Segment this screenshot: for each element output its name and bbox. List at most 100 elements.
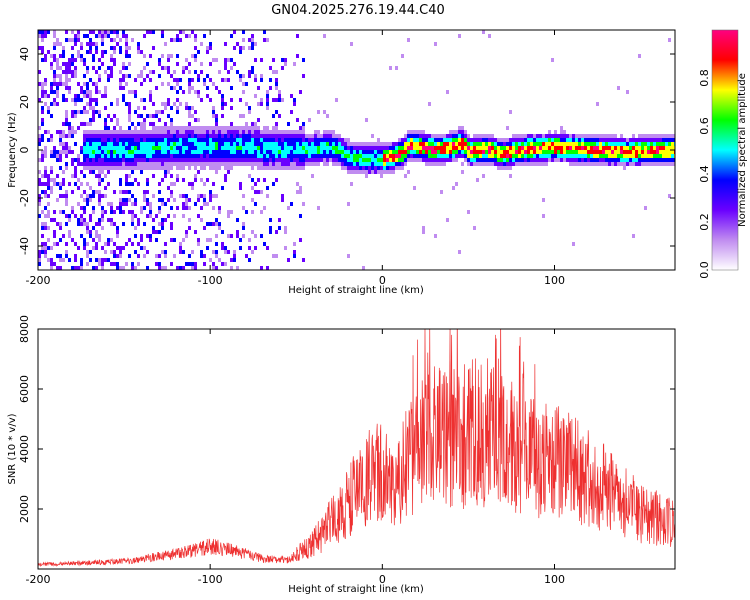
spectrogram-cell	[149, 78, 152, 82]
spectrogram-cell	[326, 134, 329, 138]
spectrogram-cell	[251, 126, 254, 130]
spectrogram-cell	[170, 262, 173, 266]
spectrogram-cell	[380, 150, 383, 154]
spectrogram-cell	[191, 78, 194, 82]
spectrogram-cell	[248, 154, 251, 158]
spectrogram-cell	[605, 142, 608, 146]
spectrogram-cell	[62, 94, 65, 98]
spectrogram-cell	[155, 262, 158, 266]
spectrogram-cell	[458, 126, 461, 130]
spectrogram-cell	[209, 138, 212, 142]
spectrogram-cell	[569, 146, 572, 150]
spectrogram-cell	[107, 126, 110, 130]
spectrogram-cell	[398, 150, 401, 154]
spectrogram-cell	[491, 134, 494, 138]
spectrogram-cell	[44, 246, 47, 250]
spectrogram-cell	[557, 154, 560, 158]
spectrogram-cell	[134, 202, 137, 206]
spectrogram-cell	[245, 142, 248, 146]
spectrogram-cell	[383, 146, 386, 150]
spectrogram-cell	[95, 142, 98, 146]
spectrogram-cell	[164, 134, 167, 138]
spectrogram-cell	[188, 206, 191, 210]
spectrogram-cell	[86, 262, 89, 266]
spectrogram-cell	[131, 202, 134, 206]
spectrogram-cell	[89, 94, 92, 98]
spectrogram-cell	[227, 134, 230, 138]
spectrogram-cell	[266, 142, 269, 146]
spectrogram-cell	[476, 142, 479, 146]
spectrogram-cell	[137, 146, 140, 150]
spectrogram-cell	[224, 162, 227, 166]
spectrogram-cell	[212, 162, 215, 166]
spectrogram-cell	[95, 98, 98, 102]
spectrogram-cell	[491, 146, 494, 150]
spectrogram-cell	[383, 150, 386, 154]
spectrogram-cell	[671, 158, 674, 162]
spectrogram-cell	[164, 266, 167, 270]
spectrogram-cell	[101, 54, 104, 58]
spectrogram-cell	[122, 158, 125, 162]
spectrogram-cell	[302, 158, 305, 162]
spectrogram-cell	[422, 138, 425, 142]
spectrogram-cell	[668, 162, 671, 166]
spectrogram-cell	[152, 150, 155, 154]
spectrogram-cell	[419, 142, 422, 146]
spectrogram-cell	[281, 134, 284, 138]
spectrogram-cell	[218, 134, 221, 138]
spectrogram-cell	[635, 142, 638, 146]
spectrogram-cell	[389, 66, 392, 70]
spectrogram-cell	[590, 154, 593, 158]
spectrogram-cell	[155, 214, 158, 218]
spectrogram-cell	[395, 158, 398, 162]
spectrogram-cell	[170, 138, 173, 142]
spectrogram-cell	[413, 154, 416, 158]
spectrogram-cell	[563, 150, 566, 154]
spectrogram-cell	[428, 146, 431, 150]
spectrogram-cell	[578, 158, 581, 162]
spectrogram-cell	[83, 242, 86, 246]
spectrogram-cell	[131, 130, 134, 134]
spectrogram-cell	[254, 58, 257, 62]
spectrogram-cell	[347, 170, 350, 174]
spectrogram-cell	[365, 150, 368, 154]
spectrogram-cell	[422, 226, 425, 230]
spectrogram-cell	[611, 154, 614, 158]
spectrogram-cell	[239, 182, 242, 186]
spectrogram-cell	[404, 138, 407, 142]
spectrogram-cell	[614, 162, 617, 166]
spectrogram-cell	[140, 134, 143, 138]
spectrogram-cell	[80, 86, 83, 90]
spectrogram-cell	[290, 130, 293, 134]
spectrogram-cell	[251, 34, 254, 38]
spectrogram-cell	[494, 154, 497, 158]
spectrogram-cell	[257, 134, 260, 138]
spectrogram-cell	[65, 150, 68, 154]
spectrogram-cell	[665, 158, 668, 162]
spectrogram-cell	[116, 98, 119, 102]
spectrogram-cell	[86, 110, 89, 114]
spectrogram-cell	[632, 162, 635, 166]
snr-x-tick-label: -100	[198, 573, 223, 586]
spectrogram-cell	[149, 150, 152, 154]
spectrogram-cell	[125, 158, 128, 162]
spectrogram-cell	[71, 58, 74, 62]
spectrogram-cell	[197, 130, 200, 134]
spectrogram-cell	[44, 250, 47, 254]
spectrogram-cell	[377, 158, 380, 162]
spectrogram-cell	[89, 150, 92, 154]
spectrogram-cell	[641, 162, 644, 166]
spectrogram-cell	[80, 170, 83, 174]
spectrogram-cell	[140, 122, 143, 126]
spectrogram-cell	[65, 254, 68, 258]
spectrogram-cell	[164, 254, 167, 258]
spectrogram-cell	[236, 42, 239, 46]
spectrogram-cell	[620, 138, 623, 142]
spectrogram-cell	[488, 134, 491, 138]
spectrogram-cell	[98, 182, 101, 186]
spectrogram-cell	[254, 126, 257, 130]
spectrogram-cell	[269, 86, 272, 90]
spectrogram-cell	[380, 170, 383, 174]
spectrogram-cell	[266, 38, 269, 42]
spectrogram-cell	[404, 146, 407, 150]
